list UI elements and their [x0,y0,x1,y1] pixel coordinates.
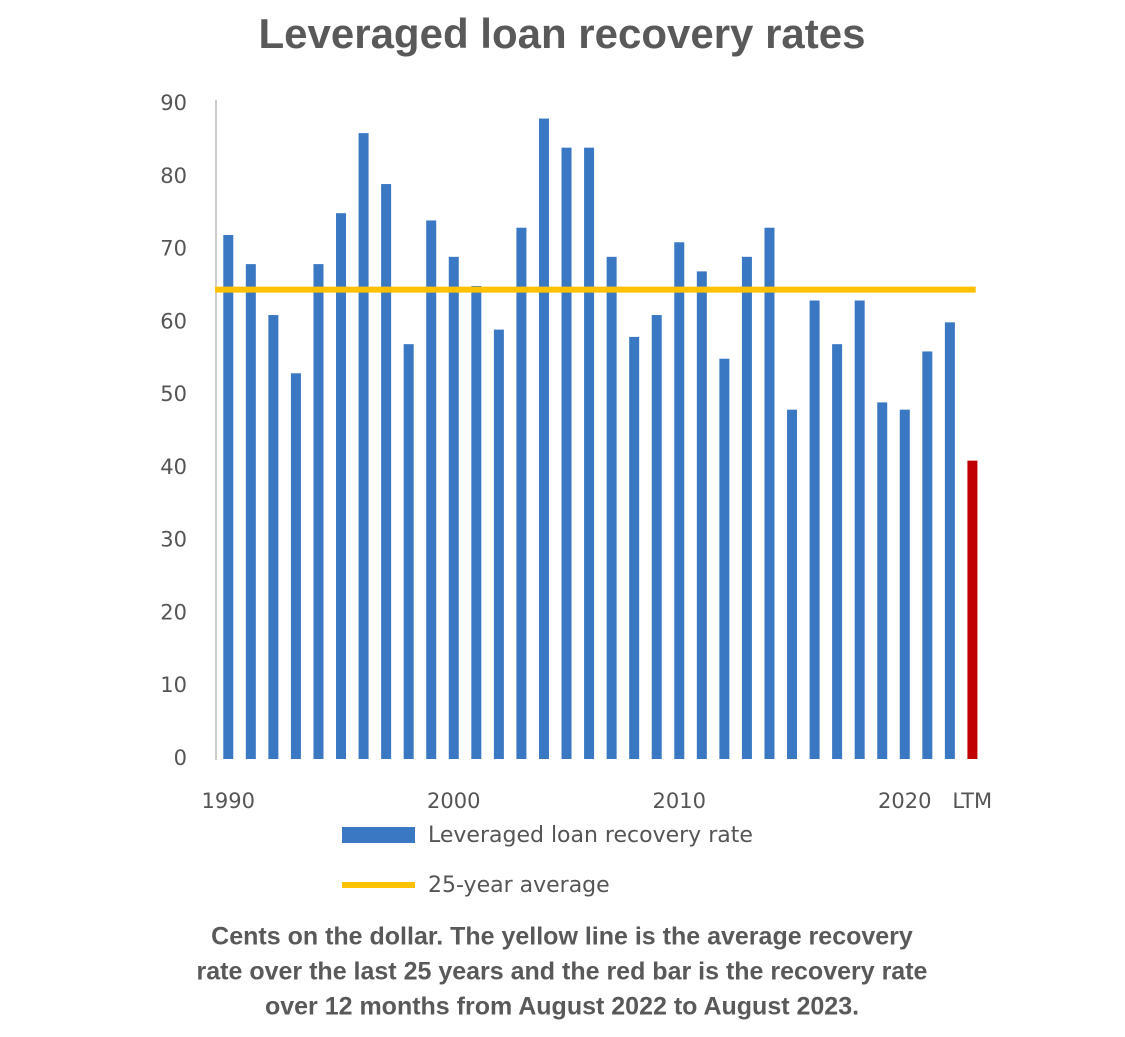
bar [538,118,549,760]
bar [290,373,301,759]
bar [584,147,595,759]
bar [719,358,730,759]
x-tick-label: LTM [952,789,992,813]
bar [877,402,888,759]
bar [764,227,775,759]
y-tick-label: 80 [160,164,187,188]
x-tick-label: 2010 [653,789,706,813]
legend-label: Leveraged loan recovery rate [428,823,753,848]
bar [358,133,369,760]
bar [674,242,685,759]
bar [944,322,955,759]
y-tick-label: 10 [160,673,187,697]
bar [606,256,617,759]
bar [696,271,707,759]
x-tick-label: 1990 [202,789,255,813]
x-tick-label: 2020 [878,789,931,813]
bar [493,329,504,759]
bar [832,344,843,759]
bar [787,409,798,759]
bar [426,220,437,759]
caption: rate over the last 25 years and the red … [197,958,928,986]
x-tick-label: 2000 [427,789,480,813]
y-tick-label: 60 [160,309,187,333]
bar [448,256,459,759]
bar [899,409,910,759]
legend-swatch [342,827,415,843]
bar [245,264,256,759]
y-tick-label: 50 [160,382,187,406]
y-tick-label: 70 [160,237,187,261]
y-tick-label: 90 [160,91,187,115]
bar [313,264,324,759]
bar [403,344,414,759]
y-tick-label: 20 [160,600,187,624]
bar [967,460,978,759]
y-tick-label: 40 [160,455,187,479]
bar [336,213,347,759]
chart-title: Leveraged loan recovery rates [259,10,866,57]
bar [651,315,662,759]
y-tick-label: 30 [160,528,187,552]
bar [922,351,933,759]
bar [223,235,234,759]
bar [381,184,392,760]
y-tick-label: 0 [174,746,187,770]
bar [809,300,820,759]
bar [629,336,640,759]
bar [741,256,752,759]
legend-label: 25-year average [428,873,610,898]
bar [471,285,482,759]
bar [268,315,279,759]
bar [854,300,865,759]
bar [561,147,572,759]
bar [516,227,527,759]
caption: Cents on the dollar. The yellow line is … [211,923,913,951]
caption: over 12 months from August 2022 to Augus… [265,993,859,1021]
